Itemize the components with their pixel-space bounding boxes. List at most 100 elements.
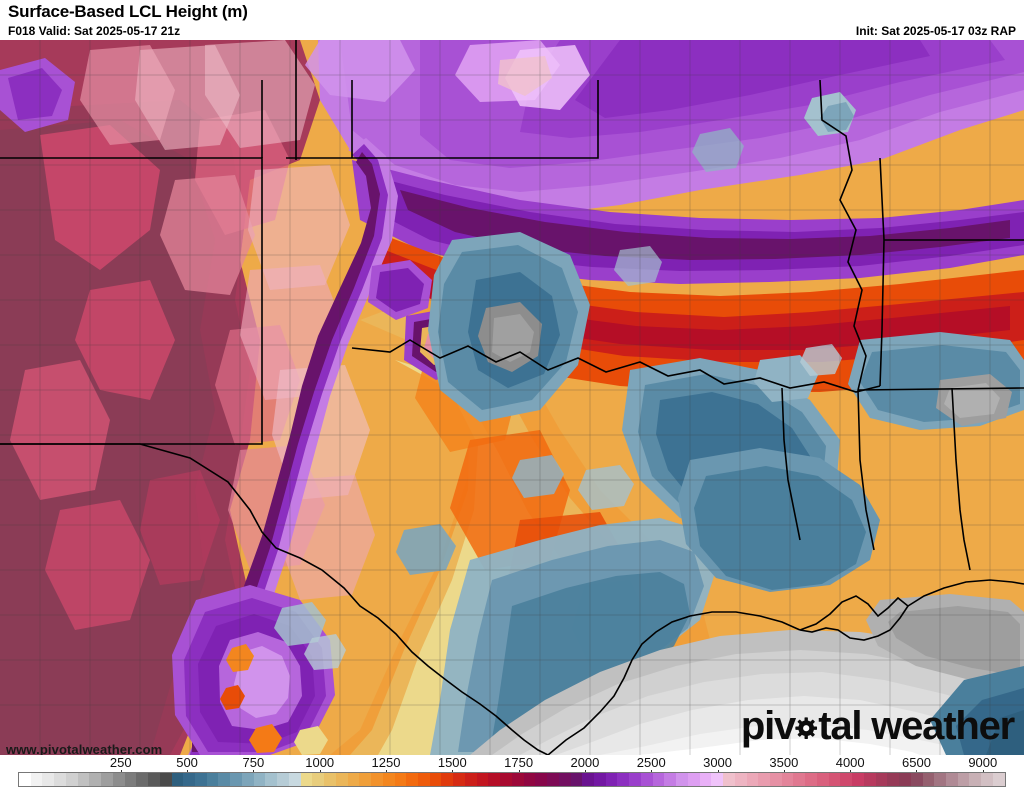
colorbar-swatch (828, 773, 841, 786)
colorbar-swatch (934, 773, 947, 786)
logo-text-pre: piv (740, 704, 796, 748)
colorbar-swatch (500, 773, 512, 786)
colorbar-tick (187, 770, 189, 773)
colorbar-swatch (605, 773, 618, 786)
init-time-label: Init: Sat 2025-05-17 03z RAP (855, 24, 1016, 38)
logo-text-post: tal weather (818, 704, 1015, 748)
colorbar-swatch (840, 773, 853, 786)
colorbar-swatch (676, 773, 688, 786)
colorbar-swatch (992, 773, 1005, 786)
state-borders (0, 40, 1024, 755)
colorbar-swatch (852, 773, 864, 786)
colorbar-swatch (770, 773, 782, 786)
colorbar-tick-label: 1000 (305, 755, 335, 770)
colorbar-swatch (324, 773, 336, 786)
colorbar-tick (651, 770, 653, 773)
colorbar-swatch (218, 773, 231, 786)
colorbar-swatch (42, 773, 55, 786)
colorbar-tick (850, 770, 852, 773)
colorbar-tick (452, 770, 454, 773)
colorbar-swatch (899, 773, 911, 786)
colorbar-tick (916, 770, 918, 773)
colorbar-swatch (429, 773, 442, 786)
colorbar-swatch (171, 773, 184, 786)
colorbar-swatch (265, 773, 278, 786)
colorbar-swatch (640, 773, 653, 786)
colorbar-tick (319, 770, 321, 773)
colorbar-tick (584, 770, 586, 773)
colorbar-tick (253, 770, 255, 773)
colorbar-swatch (758, 773, 770, 786)
colorbar-tick-label: 2000 (570, 755, 600, 770)
colorbar-tick-label: 9000 (968, 755, 998, 770)
colorbar-swatch (253, 773, 266, 786)
map-header: Surface-Based LCL Height (m) F018 Valid:… (0, 0, 1024, 40)
site-url-watermark: www.pivotalweather.com (6, 742, 163, 757)
colorbar-swatch (195, 773, 207, 786)
colorbar-tick-label: 1250 (371, 755, 401, 770)
colorbar-swatch (946, 773, 958, 786)
colorbar-swatch (453, 773, 465, 786)
colorbar-swatch (523, 773, 536, 786)
colorbar[interactable]: 250 500 750 1000 1250 1500 1750 2000 2500 3000 350… (0, 755, 1024, 791)
colorbar-swatch (910, 773, 923, 786)
colorbar-swatch (488, 773, 501, 786)
colorbar-tick-label: 750 (242, 755, 265, 770)
colorbar-swatch (922, 773, 935, 786)
colorbar-swatch (558, 773, 571, 786)
colorbar-swatch (136, 773, 149, 786)
colorbar-swatch (230, 773, 242, 786)
colorbar-tick (386, 770, 387, 773)
colorbar-tick-label: 1500 (437, 755, 467, 770)
colorbar-tick (518, 770, 520, 773)
colorbar-swatch (511, 773, 524, 786)
colorbar-swatch (19, 773, 31, 786)
colorbar-swatch (394, 773, 407, 786)
colorbar-swatch (335, 773, 348, 786)
colorbar-swatch (476, 773, 489, 786)
forecast-map[interactable] (0, 40, 1024, 755)
colorbar-tick-label: 3500 (769, 755, 799, 770)
colorbar-swatch (863, 773, 876, 786)
colorbar-swatch (441, 773, 454, 786)
colorbar-swatch (312, 773, 325, 786)
colorbar-tick-label: 4000 (835, 755, 865, 770)
colorbar-swatch (664, 773, 677, 786)
colorbar-tick-label: 2500 (636, 755, 666, 770)
colorbar-swatch (535, 773, 548, 786)
colorbar-swatch (793, 773, 806, 786)
gear-icon (795, 717, 818, 740)
colorbar-swatch (805, 773, 817, 786)
colorbar-swatch (723, 773, 735, 786)
colorbar-swatch (206, 773, 219, 786)
colorbar-tick-label: 6500 (902, 755, 931, 770)
colorbar-swatch (570, 773, 583, 786)
colorbar-swatch (288, 773, 301, 786)
colorbar-swatch (159, 773, 172, 786)
colorbar-swatch (112, 773, 125, 786)
colorbar-swatch (30, 773, 43, 786)
colorbar-swatch (617, 773, 630, 786)
colorbar-swatch (300, 773, 313, 786)
colorbar-swatch (699, 773, 712, 786)
colorbar-swatch (124, 773, 137, 786)
colorbar-tick-label: 1750 (504, 755, 534, 770)
colorbar-swatch (711, 773, 724, 786)
valid-time-label: F018 Valid: Sat 2025-05-17 21z (8, 24, 181, 38)
colorbar-swatch (969, 773, 982, 786)
colorbar-tick-label: 250 (109, 755, 132, 770)
colorbar-swatch (359, 773, 372, 786)
county-borders (0, 40, 1024, 755)
colorbar-swatch (629, 773, 641, 786)
colorbar-swatch (65, 773, 78, 786)
colorbar-swatch (593, 773, 606, 786)
pivotal-weather-logo: piv tal weather (740, 704, 1015, 748)
colorbar-swatch (687, 773, 700, 786)
colorbar-swatch (54, 773, 66, 786)
colorbar-gradient-strip[interactable] (18, 772, 1006, 787)
colorbar-swatch (734, 773, 747, 786)
colorbar-tick-label: 500 (176, 755, 198, 770)
colorbar-swatch (183, 773, 196, 786)
colorbar-swatch (746, 773, 759, 786)
